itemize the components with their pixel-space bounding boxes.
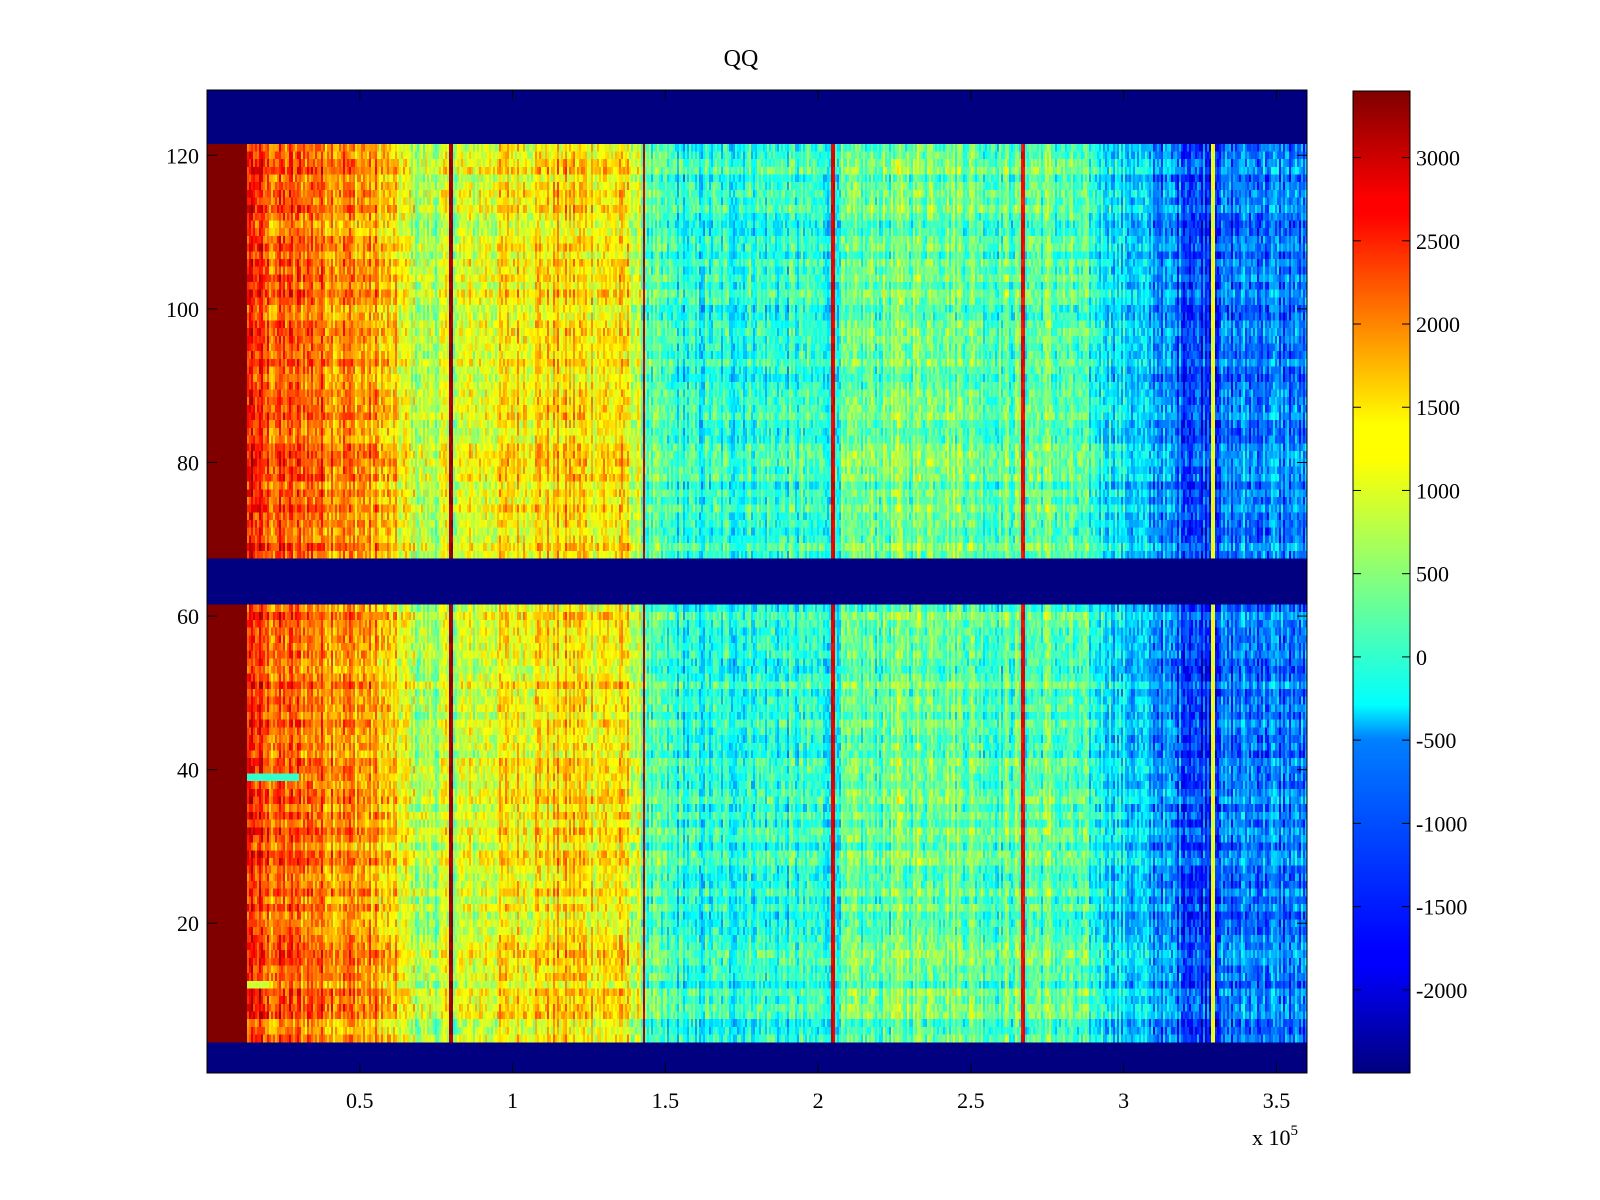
y-tick-label: 80 [177,450,199,475]
colorbar-tick-label: 3000 [1416,146,1460,171]
heatmap-plot-area [206,89,1308,1074]
y-tick-label: 40 [177,758,199,783]
colorbar-tick-label: 2500 [1416,229,1460,254]
x-tick-label: 0.5 [346,1088,374,1113]
x-exponent-power: 5 [1291,1123,1299,1139]
colorbar-tick-label: -1500 [1416,895,1467,920]
y-tick-label: 120 [166,143,199,168]
x-tick-label: 1 [507,1088,518,1113]
colorbar-tick-label: 0 [1416,645,1427,670]
colorbar-tick-label: -500 [1416,728,1456,753]
x-tick-label: 2.5 [957,1088,985,1113]
y-tick-label: 100 [166,297,199,322]
colorbar-tick-label: 1000 [1416,478,1460,503]
x-axis: 0.5 1 1.5 2 2.5 3 3.5 [346,90,1290,1113]
y-tick-label: 20 [177,911,199,936]
x-tick-label: 1.5 [652,1088,680,1113]
x-tick-label: 3 [1118,1088,1129,1113]
colorbar: 3000 2500 2000 1500 1000 500 0 -500 -1000 -1500 -2… [1352,90,1467,1074]
chart-title: QQ [724,46,759,72]
plot-frame [206,89,1308,1074]
x-tick-label: 3.5 [1263,1088,1291,1113]
colorbar-ticks: 3000 2500 2000 1500 1000 500 0 -500 -1000 -1500 -2… [1353,146,1467,1003]
colorbar-gradient [1352,90,1411,1074]
colorbar-tick-label: 2000 [1416,312,1460,337]
heatmap-image [207,90,1307,1073]
x-tick-label: 2 [813,1088,824,1113]
x-exponent-label: x 105 [1252,1123,1298,1150]
colorbar-tick-label: 500 [1416,562,1449,587]
colorbar-tick-label: -2000 [1416,978,1467,1003]
y-axis: 20 40 60 80 100 120 [166,143,1307,936]
colorbar-tick-label: 1500 [1416,395,1460,420]
x-exponent-base: x 10 [1252,1125,1291,1150]
colorbar-tick-label: -1000 [1416,811,1467,836]
y-tick-label: 60 [177,604,199,629]
